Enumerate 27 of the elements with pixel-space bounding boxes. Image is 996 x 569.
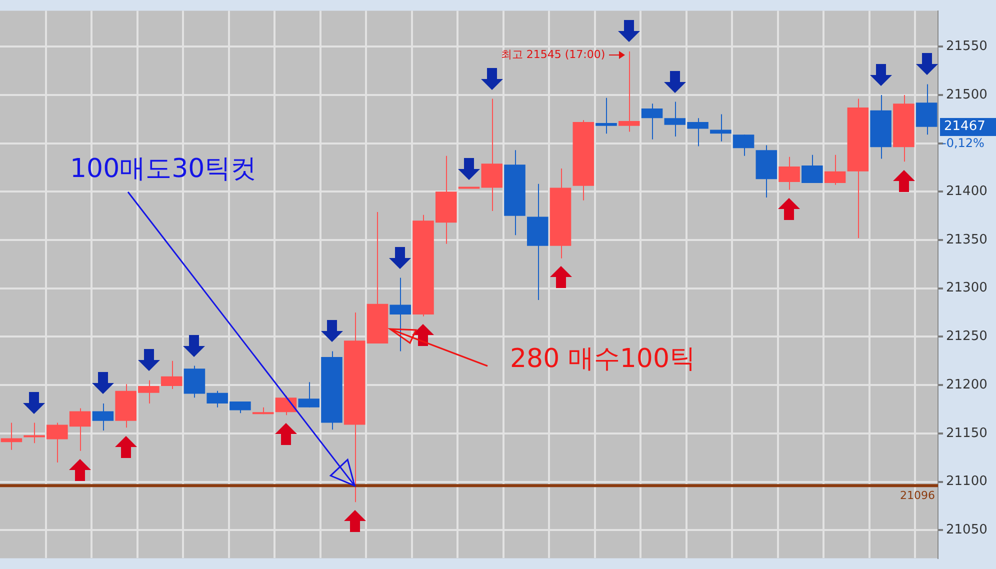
candlestick — [802, 154, 823, 184]
candlestick — [778, 156, 800, 190]
y-tick-label: 21100 — [946, 474, 988, 490]
candlestick — [710, 114, 732, 142]
y-tick-label: 21250 — [946, 329, 988, 344]
y-tick-label: 21350 — [946, 232, 988, 248]
candlestick — [160, 360, 182, 390]
y-tick-label: 21550 — [946, 38, 988, 54]
y-tick-label: 21050 — [946, 522, 988, 538]
ref-line-label: 21096 — [900, 489, 935, 502]
candlestick — [732, 134, 754, 156]
annotation: 100매도30틱컷 — [70, 154, 257, 184]
y-tick-label: 21150 — [946, 426, 988, 441]
candlestick — [275, 395, 297, 416]
candlestick — [596, 97, 617, 134]
text: 21467 — [940, 118, 996, 136]
y-tick-label: 21500 — [946, 87, 988, 102]
candlestick — [92, 402, 114, 432]
y-tick-label: 21300 — [946, 280, 988, 296]
candlestick — [390, 277, 412, 352]
candlestick — [824, 154, 846, 186]
y-tick-label: 21200 — [946, 377, 988, 392]
y-tick-label: 21400 — [946, 184, 988, 200]
annotation: 280 매수100틱 — [510, 344, 696, 374]
annotation: 최고 21545 (17:00) — [500, 48, 606, 62]
text: -0,12% — [942, 136, 984, 150]
candlestick — [641, 103, 663, 140]
